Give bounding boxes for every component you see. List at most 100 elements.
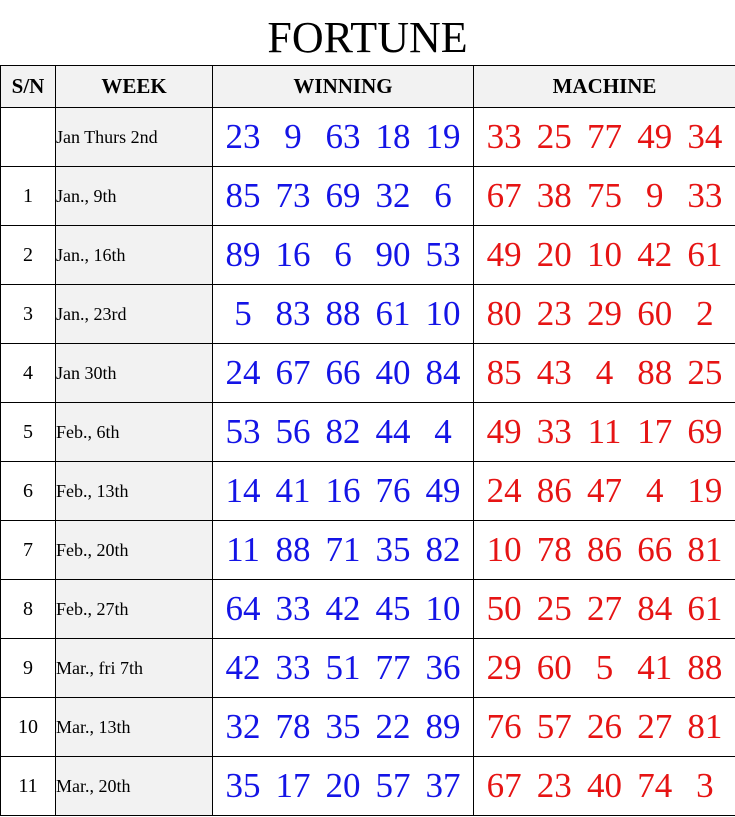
header-machine: MACHINE [473, 65, 735, 108]
winning-number: 17 [275, 766, 311, 805]
winning-number: 51 [325, 648, 361, 687]
machine-numbers: 50 25 27 84 61 [475, 581, 735, 638]
sn-cell: 5 [0, 402, 56, 462]
sn-cell: 6 [0, 461, 56, 521]
table-row: 1 Jan., 9th 85 73 69 32 6 67 38 75 9 33 [0, 166, 735, 226]
winning-number: 18 [375, 117, 411, 156]
sn-cell: 1 [0, 166, 56, 226]
week-cell: Mar., fri 7th [55, 638, 213, 698]
table-row: 6 Feb., 13th 14 41 16 76 49 24 86 47 4 19 [0, 461, 735, 521]
machine-number: 26 [587, 707, 622, 746]
table-body: Jan Thurs 2nd 23 9 63 18 19 33 25 77 49 34 1 Jan., 9… [0, 107, 735, 816]
machine-number: 43 [536, 353, 572, 392]
winning-number: 19 [425, 117, 461, 156]
week-cell: Jan., 9th [55, 166, 213, 226]
winning-number: 4 [434, 412, 452, 451]
machine-number: 69 [687, 412, 723, 451]
winning-number: 76 [375, 471, 411, 510]
winning-numbers: 24 67 66 40 84 [214, 345, 473, 402]
winning-number: 41 [275, 471, 311, 510]
winning-numbers: 23 9 63 18 19 [214, 109, 473, 166]
machine-number: 81 [687, 530, 723, 569]
week-cell: Mar., 13th [55, 697, 213, 757]
winning-numbers-cell: 14 41 16 76 49 [212, 461, 474, 521]
winning-number: 20 [325, 766, 361, 805]
winning-number: 42 [325, 589, 361, 628]
machine-number: 86 [536, 471, 572, 510]
machine-numbers-cell: 49 20 10 42 61 [473, 225, 735, 285]
week-cell: Feb., 20th [55, 520, 213, 580]
sn-cell: 10 [0, 697, 56, 757]
machine-number: 17 [637, 412, 673, 451]
table-row: 4 Jan 30th 24 67 66 40 84 85 43 4 88 25 [0, 343, 735, 403]
week-cell: Jan., 16th [55, 225, 213, 285]
machine-number: 61 [687, 589, 723, 628]
header-winning: WINNING [212, 65, 474, 108]
winning-number: 71 [325, 530, 361, 569]
machine-number: 60 [637, 294, 673, 333]
winning-number: 63 [325, 117, 361, 156]
machine-number: 49 [486, 235, 522, 274]
winning-number: 32 [375, 176, 411, 215]
machine-number: 2 [696, 294, 714, 333]
winning-number: 42 [225, 648, 261, 687]
machine-numbers-cell: 33 25 77 49 34 [473, 107, 735, 167]
machine-number: 5 [595, 648, 614, 687]
machine-number: 33 [536, 412, 572, 451]
sn-cell: 8 [0, 579, 56, 639]
machine-numbers-cell: 85 43 4 88 25 [473, 343, 735, 403]
machine-numbers-cell: 24 86 47 4 19 [473, 461, 735, 521]
winning-number: 24 [225, 353, 261, 392]
winning-numbers: 89 16 6 90 53 [214, 227, 473, 284]
winning-numbers-cell: 89 16 6 90 53 [212, 225, 474, 285]
winning-number: 45 [375, 589, 411, 628]
machine-numbers-cell: 80 23 29 60 2 [473, 284, 735, 344]
winning-number: 35 [325, 707, 361, 746]
table-row: 11 Mar., 20th 35 17 20 57 37 67 23 40 74 3 [0, 756, 735, 816]
week-cell: Feb., 13th [55, 461, 213, 521]
winning-number: 16 [275, 235, 311, 274]
winning-number: 64 [225, 589, 261, 628]
week-cell: Jan., 23rd [55, 284, 213, 344]
machine-number: 88 [637, 353, 673, 392]
machine-numbers-cell: 76 57 26 27 81 [473, 697, 735, 757]
machine-number: 4 [645, 471, 664, 510]
sn-cell: 2 [0, 225, 56, 285]
winning-number: 83 [275, 294, 311, 333]
machine-number: 88 [687, 648, 723, 687]
winning-number: 77 [375, 648, 411, 687]
winning-number: 66 [325, 353, 361, 392]
machine-number: 3 [696, 766, 714, 805]
machine-number: 75 [587, 176, 622, 215]
winning-number: 88 [275, 530, 311, 569]
sn-cell [0, 107, 56, 167]
winning-number: 67 [275, 353, 311, 392]
winning-number: 69 [325, 176, 361, 215]
winning-numbers-cell: 42 33 51 77 36 [212, 638, 474, 698]
winning-numbers: 11 88 71 35 82 [214, 522, 473, 579]
winning-numbers: 64 33 42 45 10 [214, 581, 473, 638]
table-row: 5 Feb., 6th 53 56 82 44 4 49 33 11 17 69 [0, 402, 735, 462]
table-row: 3 Jan., 23rd 5 83 88 61 10 80 23 29 60 2 [0, 284, 735, 344]
winning-number: 44 [375, 412, 411, 451]
machine-number: 74 [637, 766, 673, 805]
winning-number: 82 [325, 412, 361, 451]
machine-number: 42 [637, 235, 673, 274]
machine-numbers: 85 43 4 88 25 [475, 345, 735, 402]
winning-number: 36 [425, 648, 461, 687]
table-header-row: S/N WEEK WINNING MACHINE [0, 65, 735, 108]
week-cell: Jan 30th [55, 343, 213, 403]
machine-number: 29 [486, 648, 522, 687]
sn-cell: 4 [0, 343, 56, 403]
winning-number: 57 [375, 766, 411, 805]
machine-number: 34 [687, 117, 723, 156]
machine-number: 78 [536, 530, 572, 569]
winning-number: 33 [275, 648, 311, 687]
winning-number: 33 [275, 589, 311, 628]
machine-numbers: 29 60 5 41 88 [475, 640, 735, 697]
machine-number: 25 [536, 589, 572, 628]
page-title: FORTUNE [267, 13, 468, 62]
winning-number: 49 [425, 471, 461, 510]
header-sn: S/N [0, 65, 56, 108]
machine-numbers-cell: 50 25 27 84 61 [473, 579, 735, 639]
